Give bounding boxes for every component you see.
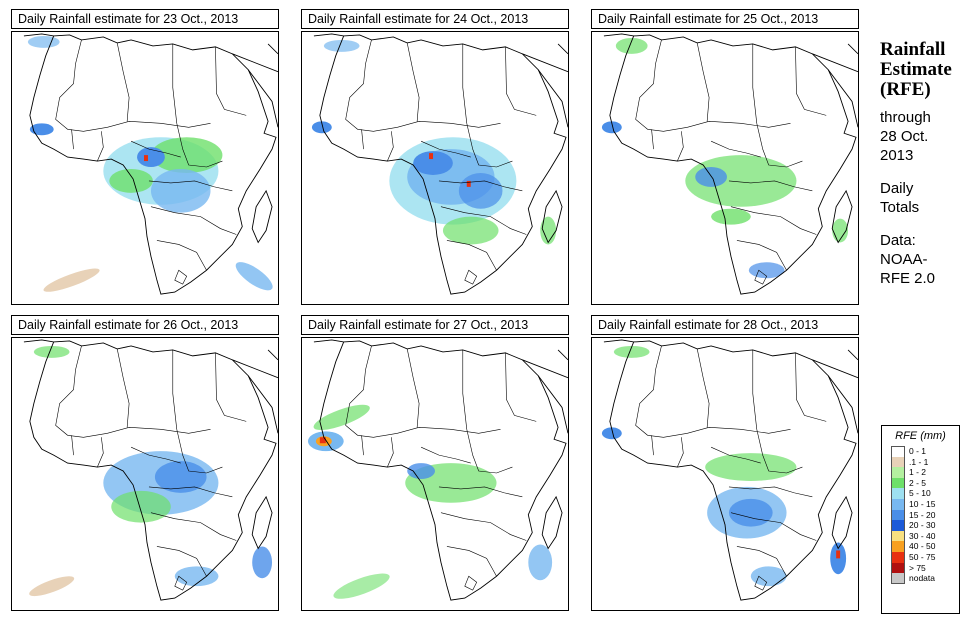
legend-item: .1 - 1: [882, 456, 959, 468]
rainfall-panel-25-oct: Daily Rainfall estimate for 25 Oct., 201…: [591, 9, 861, 305]
legend-swatch: [891, 467, 905, 478]
legend-label: 50 - 75: [909, 551, 936, 562]
legend-label: 10 - 15: [909, 498, 936, 509]
side-data-label: Data:: [880, 232, 916, 249]
legend-swatch: [891, 456, 905, 468]
rainfall-panel-27-oct: Daily Rainfall estimate for 27 Oct., 201…: [301, 315, 571, 611]
legend-label: .1 - 1: [909, 456, 929, 467]
side-source-line2: RFE 2.0: [880, 270, 936, 287]
legend-item: 40 - 50: [882, 541, 959, 552]
legend-swatch: [891, 488, 905, 499]
legend-label: 20 - 30: [909, 520, 936, 531]
panel-title: Daily Rainfall estimate for 23 Oct., 201…: [11, 9, 279, 29]
side-daily: Daily: [880, 180, 914, 197]
legend-item: 0 - 1: [882, 446, 959, 457]
legend-label: 30 - 40: [909, 530, 936, 541]
side-date-line2: 2013: [880, 147, 914, 164]
panel-title: Daily Rainfall estimate for 25 Oct., 201…: [591, 9, 859, 29]
rainfall-map: [301, 31, 569, 305]
rainfall-panel-24-oct: Daily Rainfall estimate for 24 Oct., 201…: [301, 9, 571, 305]
side-source-line1: NOAA-: [880, 251, 928, 268]
legend-label: 2 - 5: [909, 477, 927, 488]
legend-swatch: [891, 498, 905, 510]
legend-label: 0 - 1: [909, 446, 927, 456]
legend-item: 1 - 2: [882, 467, 959, 478]
side-title-line3: (RFE): [880, 79, 931, 100]
legend-swatch: [891, 551, 905, 563]
side-title-line2: Estimate: [880, 59, 952, 80]
legend-item: 5 - 10: [882, 488, 959, 499]
legend-item: nodata: [882, 573, 959, 584]
legend-label: 40 - 50: [909, 541, 936, 552]
panel-title: Daily Rainfall estimate for 28 Oct., 201…: [591, 315, 859, 335]
legend-label: > 75: [909, 562, 926, 573]
side-info: Rainfall Estimate (RFE) through 28 Oct. …: [880, 40, 965, 288]
panel-title: Daily Rainfall estimate for 26 Oct., 201…: [11, 315, 279, 335]
legend-item: 20 - 30: [882, 520, 959, 531]
legend-item: 50 - 75: [882, 551, 959, 563]
rainfall-map: [301, 337, 569, 611]
side-date-line1: 28 Oct.: [880, 128, 929, 145]
panel-title: Daily Rainfall estimate for 27 Oct., 201…: [301, 315, 569, 335]
rainfall-map: [11, 337, 279, 611]
legend-label: nodata: [909, 573, 935, 584]
side-totals: Totals: [880, 199, 920, 216]
legend-swatch: [891, 509, 905, 521]
legend-swatch: [891, 573, 905, 584]
legend-title: RFE (mm): [895, 430, 946, 442]
rainfall-panel-23-oct: Daily Rainfall estimate for 23 Oct., 201…: [11, 9, 281, 305]
panel-title: Daily Rainfall estimate for 24 Oct., 201…: [301, 9, 569, 29]
legend-swatch: [891, 541, 905, 552]
legend-label: 15 - 20: [909, 509, 936, 520]
legend-item: 15 - 20: [882, 509, 959, 521]
side-title-line1: Rainfall: [880, 39, 946, 60]
legend-swatch: [891, 530, 905, 542]
rainfall-map: [591, 31, 859, 305]
rainfall-panel-28-oct: Daily Rainfall estimate for 28 Oct., 201…: [591, 315, 861, 611]
side-through: through: [880, 109, 931, 126]
legend-item: 10 - 15: [882, 498, 959, 510]
legend-item: > 75: [882, 562, 959, 574]
legend-swatch: [891, 562, 905, 574]
legend-label: 5 - 10: [909, 488, 931, 499]
rainfall-map: [11, 31, 279, 305]
legend-swatch: [891, 477, 905, 489]
legend-item: 2 - 5: [882, 477, 959, 489]
legend-label: 1 - 2: [909, 467, 927, 478]
legend-swatch: [891, 446, 905, 457]
rainfall-panel-26-oct: Daily Rainfall estimate for 26 Oct., 201…: [11, 315, 281, 611]
legend-item: 30 - 40: [882, 530, 959, 542]
rainfall-map: [591, 337, 859, 611]
legend-swatch: [891, 520, 905, 531]
